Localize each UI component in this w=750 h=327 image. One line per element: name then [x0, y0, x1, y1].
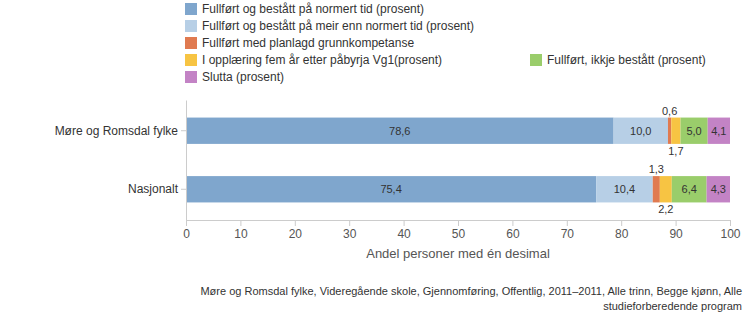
legend-label: Slutta (prosent): [202, 70, 284, 84]
data-labels: 78,6 10,0 0,6 1,75,0 4,1 75,4 10,4 1,3 2,2 6,4 4,3: [380, 105, 726, 216]
legend-swatch: [530, 54, 542, 66]
x-axis: 0 10 20 30 40 50 60 70 80 90 100: [183, 220, 741, 241]
bar-segment: [660, 176, 672, 202]
bar-segment: [614, 118, 668, 144]
x-tick-label: 10: [234, 227, 248, 241]
x-tick: 80: [615, 220, 629, 241]
x-tick-mark: [240, 220, 241, 226]
x-tick-mark: [676, 220, 677, 226]
y-axis-line: [186, 101, 187, 221]
chart: Fullført og bestått på normert tid (pros…: [0, 0, 750, 327]
bar-segment: [672, 176, 707, 202]
bar-segment: [671, 118, 680, 144]
x-tick-label: 60: [506, 227, 520, 241]
x-tick-mark: [567, 220, 568, 226]
x-tick-label: 40: [397, 227, 411, 241]
bar-segment: [653, 176, 660, 202]
y-tick: Møre og Romsdal fylke: [55, 124, 186, 138]
legend-label: I opplæring fem år etter påbyrja Vg1(pro…: [202, 53, 442, 67]
x-tick-mark: [295, 220, 296, 226]
y-tick-label: Møre og Romsdal fylke: [55, 124, 179, 138]
x-tick-label: 30: [343, 227, 357, 241]
legend: Fullført og bestått på normert tid (pros…: [185, 2, 706, 84]
x-tick: 40: [397, 220, 411, 241]
x-tick-label: 90: [669, 227, 683, 241]
y-tick-label: Nasjonalt: [128, 182, 179, 196]
x-tick-mark: [186, 220, 187, 226]
data-label: 1,7: [668, 145, 683, 157]
bar-segment: [596, 176, 653, 202]
legend-label: Fullført og bestått på normert tid (pros…: [202, 2, 424, 16]
x-tick-mark: [621, 220, 622, 226]
legend-swatch: [185, 37, 197, 49]
caption: Møre og Romsdal fylke, Videregående skol…: [200, 285, 742, 312]
bar-segment: [708, 118, 730, 144]
x-tick-label: 0: [183, 227, 190, 241]
legend-swatch: [185, 71, 197, 83]
x-tick-mark: [458, 220, 459, 226]
legend-item: Fullført og bestått på meir enn normert …: [185, 19, 474, 33]
bar-segment: [680, 118, 707, 144]
x-tick: 10: [234, 220, 248, 241]
bar-segment: [707, 176, 730, 202]
bar-segment: [186, 118, 614, 144]
legend-swatch: [185, 3, 197, 15]
x-tick-label: 20: [289, 227, 303, 241]
x-axis-title: Andel personer med én desimal: [366, 246, 550, 261]
x-tick-mark: [404, 220, 405, 226]
data-label: 78,6: [389, 125, 410, 137]
x-tick-mark: [730, 220, 731, 226]
x-tick: 20: [289, 220, 303, 241]
y-tick-mark: [181, 130, 186, 131]
legend-label: Fullført og bestått på meir enn normert …: [202, 19, 474, 33]
y-axis: Møre og Romsdal fylke Nasjonalt: [55, 101, 187, 221]
bar-segment: [186, 176, 596, 202]
x-tick: 90: [669, 220, 683, 241]
legend-swatch: [185, 20, 197, 32]
x-tick: 50: [452, 220, 466, 241]
caption-line: Møre og Romsdal fylke, Videregående skol…: [200, 285, 742, 297]
data-label: 5,0: [686, 125, 701, 137]
data-label: 1,3: [649, 163, 664, 175]
x-tick-label: 50: [452, 227, 466, 241]
x-tick: 0: [183, 220, 190, 241]
data-label: 4,3: [711, 183, 726, 195]
data-label: 10,4: [614, 183, 635, 195]
data-label: 0,6: [662, 105, 677, 117]
legend-item: Fullført og bestått på normert tid (pros…: [185, 2, 424, 16]
legend-item: Fullført med planlagd grunnkompetanse: [185, 36, 414, 50]
x-tick-mark: [512, 220, 513, 226]
data-label: 75,4: [380, 183, 401, 195]
legend-item: Fullført, ikkje bestått (prosent): [530, 53, 706, 67]
data-label: 10,0: [630, 125, 651, 137]
legend-label: Fullført med planlagd grunnkompetanse: [202, 36, 414, 50]
x-tick: 60: [506, 220, 520, 241]
y-tick: Nasjonalt: [128, 182, 186, 196]
x-tick-mark: [349, 220, 350, 226]
x-tick: 100: [720, 220, 740, 241]
data-label: 2,2: [658, 203, 673, 215]
caption-line: studieforberedende program: [603, 300, 742, 312]
bars: [186, 118, 730, 203]
x-tick-label: 100: [720, 227, 740, 241]
data-label: 4,1: [711, 125, 726, 137]
legend-item: I opplæring fem år etter påbyrja Vg1(pro…: [185, 53, 442, 67]
bar-segment: [668, 118, 671, 144]
x-tick-label: 80: [615, 227, 629, 241]
legend-item: Slutta (prosent): [185, 70, 284, 84]
x-tick: 30: [343, 220, 357, 241]
legend-label: Fullført, ikkje bestått (prosent): [547, 53, 706, 67]
x-tick: 70: [561, 220, 575, 241]
y-tick-mark: [181, 189, 186, 190]
x-tick-label: 70: [561, 227, 575, 241]
data-label: 6,4: [682, 183, 697, 195]
legend-swatch: [185, 54, 197, 66]
